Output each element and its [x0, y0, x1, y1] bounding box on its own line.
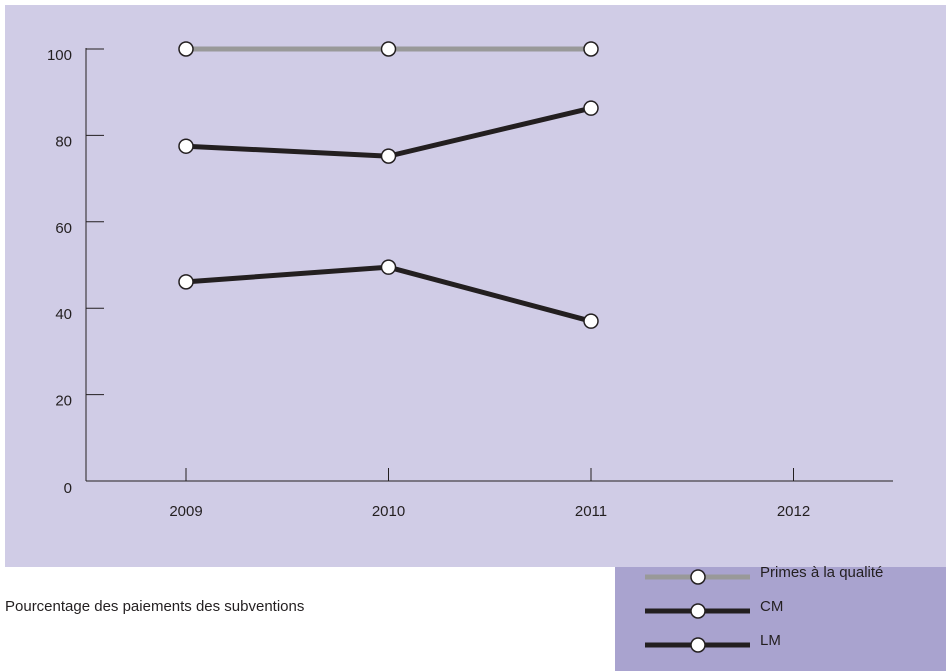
- y-tick-label: 60: [55, 220, 72, 237]
- x-tick-label: 2009: [169, 503, 202, 520]
- y-tick-label: 80: [55, 133, 72, 150]
- point: [380, 148, 397, 164]
- x-tick-label: 2012: [777, 503, 810, 520]
- y-tick-label: 40: [55, 306, 72, 323]
- point: [583, 313, 599, 329]
- legend-label: CM: [760, 598, 783, 615]
- legend-marker: [690, 569, 706, 585]
- point: [178, 138, 194, 154]
- x-tick-label: 2010: [372, 503, 405, 520]
- point: [178, 274, 194, 290]
- plot-background: [5, 5, 946, 567]
- legend-marker: [690, 603, 706, 619]
- legend-label: LM: [760, 632, 781, 649]
- y-tick-label: 0: [64, 480, 72, 497]
- legend-marker: [690, 637, 706, 653]
- point: [583, 41, 599, 57]
- x-tick-label: 2011: [575, 503, 607, 520]
- point: [380, 41, 397, 57]
- point: [380, 259, 397, 275]
- point: [178, 41, 194, 57]
- y-tick-label: 100: [47, 47, 72, 64]
- point: [583, 100, 599, 116]
- y-tick-label: 20: [55, 393, 72, 410]
- legend-background: [615, 567, 946, 671]
- legend-label: Primes à la qualité: [760, 564, 883, 581]
- axis-caption: Pourcentage des paiements des subvention…: [5, 598, 304, 615]
